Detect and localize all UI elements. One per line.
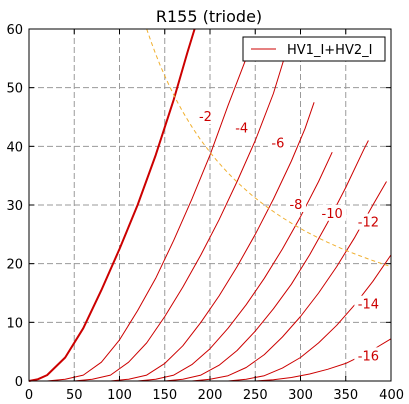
curve-labels: -2 -4 -6 -8 -10 -12 -14 -16: [195, 108, 383, 364]
x-tick-label: 100: [107, 388, 132, 403]
y-tick-label: 40: [6, 140, 23, 155]
x-tick-label: 200: [198, 388, 223, 403]
curve-label: -4: [235, 122, 248, 137]
y-tick-label: 30: [6, 199, 23, 214]
max-dissipation-line: [146, 28, 392, 268]
x-tick-label: 150: [152, 388, 177, 403]
chart-title: R155 (triode): [156, 7, 262, 26]
curve-label-background: [318, 204, 347, 221]
grid: [29, 29, 391, 381]
legend-entry: HV1_I+HV2_I: [287, 43, 372, 58]
curve-label: -16: [358, 349, 379, 364]
axis-ticks: 0 50 100 150 200 250 300 350 400 0 10 20 30 40 50 60: [6, 23, 404, 403]
x-tick-label: 350: [333, 388, 358, 403]
curve-label-background: [231, 119, 252, 136]
y-tick-label: 20: [6, 258, 23, 273]
curve-label-background: [285, 196, 306, 212]
curve-label-background: [267, 134, 288, 151]
x-tick-label: 400: [379, 388, 404, 403]
plate-curve-neg12: [191, 181, 387, 382]
plate-curve-neg2: [47, 37, 254, 382]
x-tick-label: 250: [243, 388, 268, 403]
dissipation-curve: [146, 28, 392, 268]
curve-label-background: [195, 108, 216, 124]
curve-label-background: [354, 213, 383, 230]
curve-label: -12: [358, 216, 379, 231]
curve-label: -2: [199, 110, 212, 125]
plate-curve-zero: [28, 28, 196, 382]
x-tick-label: 0: [25, 388, 33, 403]
curve-label: -10: [322, 207, 343, 222]
curve-label: -6: [271, 136, 284, 151]
y-tick-label: 10: [6, 316, 23, 331]
curve-label-background: [354, 347, 383, 364]
legend: HV1_I+HV2_I: [242, 36, 386, 62]
y-tick-label: 60: [6, 23, 23, 38]
x-tick-label: 300: [288, 388, 313, 403]
plate-curve-neg4: [74, 55, 286, 382]
plate-curve-neg6: [110, 102, 315, 382]
curve-label: -8: [289, 198, 302, 213]
curve-label: -14: [358, 298, 379, 313]
y-tick-label: 0: [15, 375, 23, 390]
x-tick-label: 50: [66, 388, 83, 403]
y-tick-label: 50: [6, 82, 23, 97]
plate-curve-neg10: [164, 140, 369, 382]
curve-label-background: [354, 295, 383, 312]
